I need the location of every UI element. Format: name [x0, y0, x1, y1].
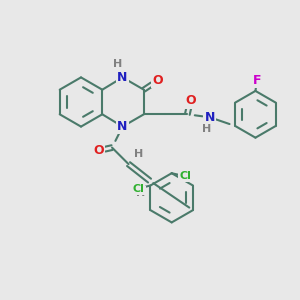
Text: O: O [152, 74, 163, 87]
Text: H: H [113, 59, 123, 69]
Text: N: N [205, 111, 215, 124]
Text: F: F [253, 74, 261, 87]
Text: H: H [134, 148, 144, 159]
Text: Cl: Cl [179, 171, 191, 181]
Text: N: N [117, 71, 128, 84]
Text: H: H [136, 188, 145, 198]
Text: Cl: Cl [132, 184, 144, 194]
Text: H: H [202, 124, 212, 134]
Text: O: O [93, 144, 104, 157]
Text: N: N [117, 120, 128, 133]
Text: O: O [185, 94, 196, 107]
